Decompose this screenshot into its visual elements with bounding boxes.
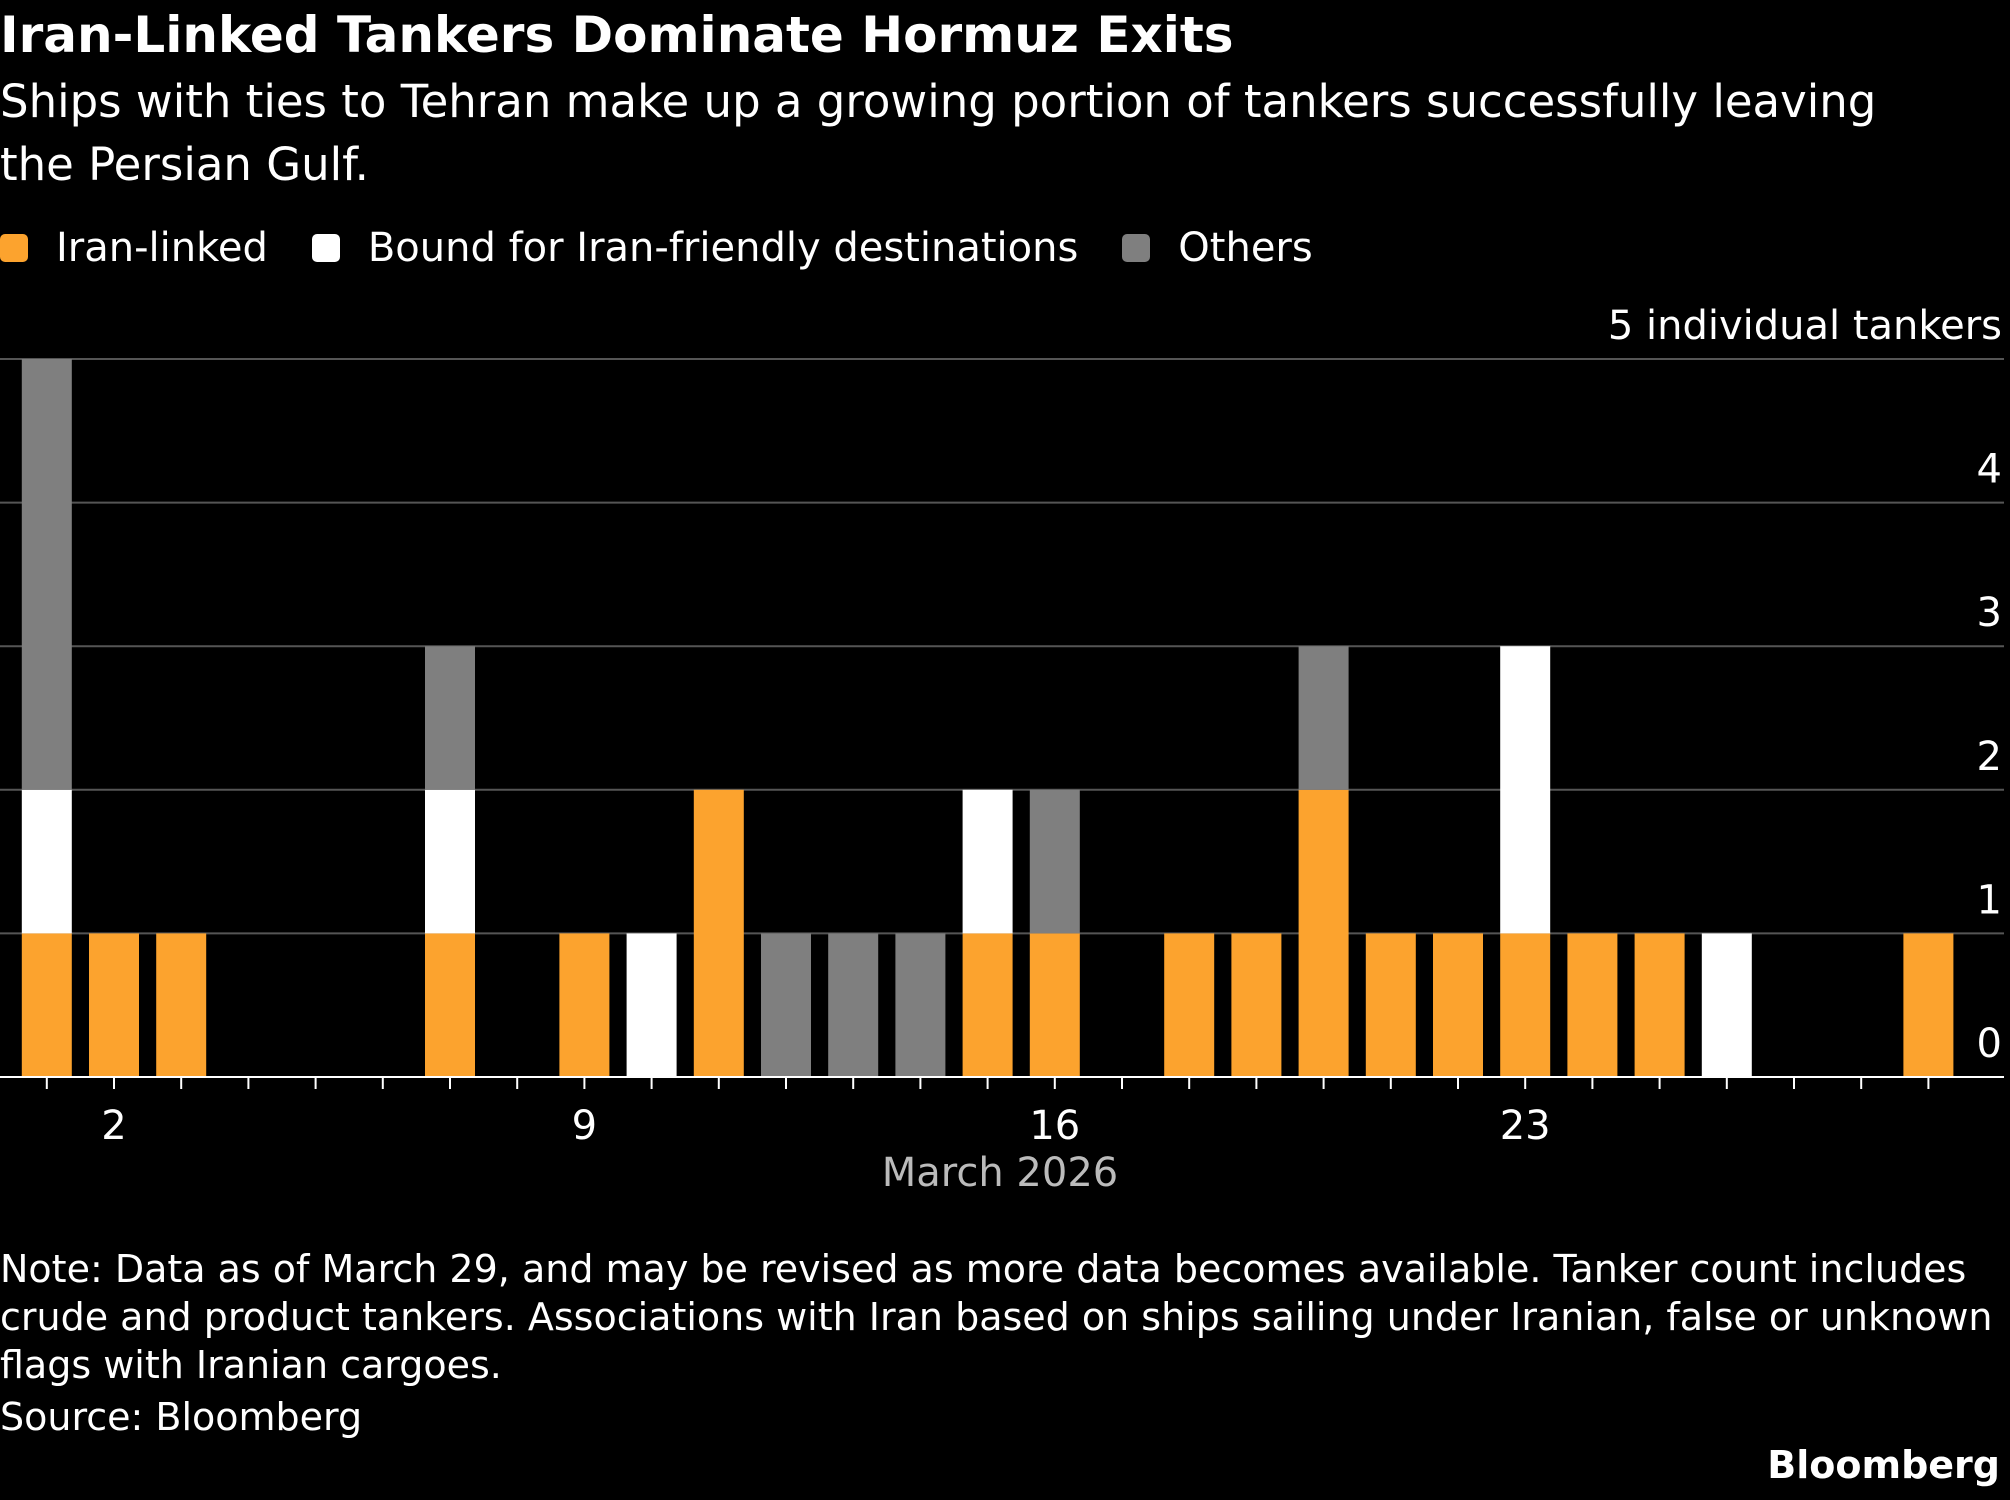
legend-item: Iran-linked	[0, 225, 268, 271]
legend-item: Bound for Iran-friendly destinations	[311, 225, 1079, 271]
bar-segment	[1029, 789, 1080, 934]
bar-segment	[1567, 933, 1618, 1077]
y-tick-label: 3	[1977, 590, 2002, 636]
bar-segment	[1365, 933, 1416, 1077]
bar-segment	[1298, 646, 1349, 790]
bar-segment	[761, 933, 811, 1077]
bar-segment	[828, 933, 879, 1077]
bar-segment	[1500, 933, 1551, 1077]
legend-label: Others	[1178, 225, 1313, 271]
bar-segment	[1164, 933, 1215, 1077]
brand: Bloomberg	[1767, 1443, 2000, 1487]
legend-label: Bound for Iran-friendly destinations	[367, 225, 1079, 271]
x-tick-label: 23	[1500, 1103, 1551, 1149]
x-axis-title: March 2026	[882, 1150, 1118, 1196]
bar-segment	[626, 933, 677, 1077]
y-tick-label: 0	[1977, 1021, 2002, 1067]
bar-segment	[425, 646, 475, 790]
bar-segment	[559, 933, 610, 1077]
bar-segment	[693, 789, 744, 1077]
bar-segment	[1298, 789, 1349, 1077]
y-tick-label: 2	[1977, 734, 2002, 780]
bar-segment	[1903, 933, 1954, 1077]
legend-swatch	[1122, 234, 1151, 262]
bar-segment	[962, 933, 1013, 1077]
bar-segment	[21, 789, 72, 934]
legend-item: Others	[1122, 225, 1313, 271]
bar-segment	[89, 933, 139, 1077]
source: Source: Bloomberg	[0, 1395, 363, 1439]
bar-segment	[1029, 933, 1080, 1077]
bar-segment	[895, 933, 946, 1077]
bar-segment	[156, 933, 207, 1077]
x-tick-label: 16	[1029, 1103, 1080, 1149]
bar-segment	[21, 359, 72, 790]
y-tick-label: 5 individual tankers	[1608, 303, 2002, 349]
bar-segment	[1231, 933, 1282, 1077]
legend: Iran-linked Bound for Iran-friendly desti…	[0, 225, 1357, 271]
legend-swatch	[311, 234, 340, 262]
bar-segment	[1634, 933, 1685, 1077]
bar-segment	[1500, 646, 1551, 934]
bar-segment	[962, 789, 1013, 934]
y-tick-label: 1	[1977, 877, 2002, 923]
chart-subtitle: Ships with ties to Tehran make up a grow…	[0, 75, 1877, 191]
legend-label: Iran-linked	[56, 225, 268, 271]
x-tick-label: 2	[101, 1103, 126, 1149]
bar-segment	[425, 933, 475, 1077]
note: Note: Data as of March 29, and may be re…	[0, 1247, 1993, 1387]
bar-segment	[425, 789, 475, 934]
bar-segment	[1433, 933, 1483, 1077]
chart-title: Iran-Linked Tankers Dominate Hormuz Exit…	[0, 6, 1234, 64]
y-tick-label: 4	[1977, 447, 2002, 493]
bar-segment	[21, 933, 72, 1077]
x-tick-label: 9	[572, 1103, 597, 1149]
bar-segment	[1701, 933, 1752, 1077]
legend-swatch	[0, 234, 28, 262]
